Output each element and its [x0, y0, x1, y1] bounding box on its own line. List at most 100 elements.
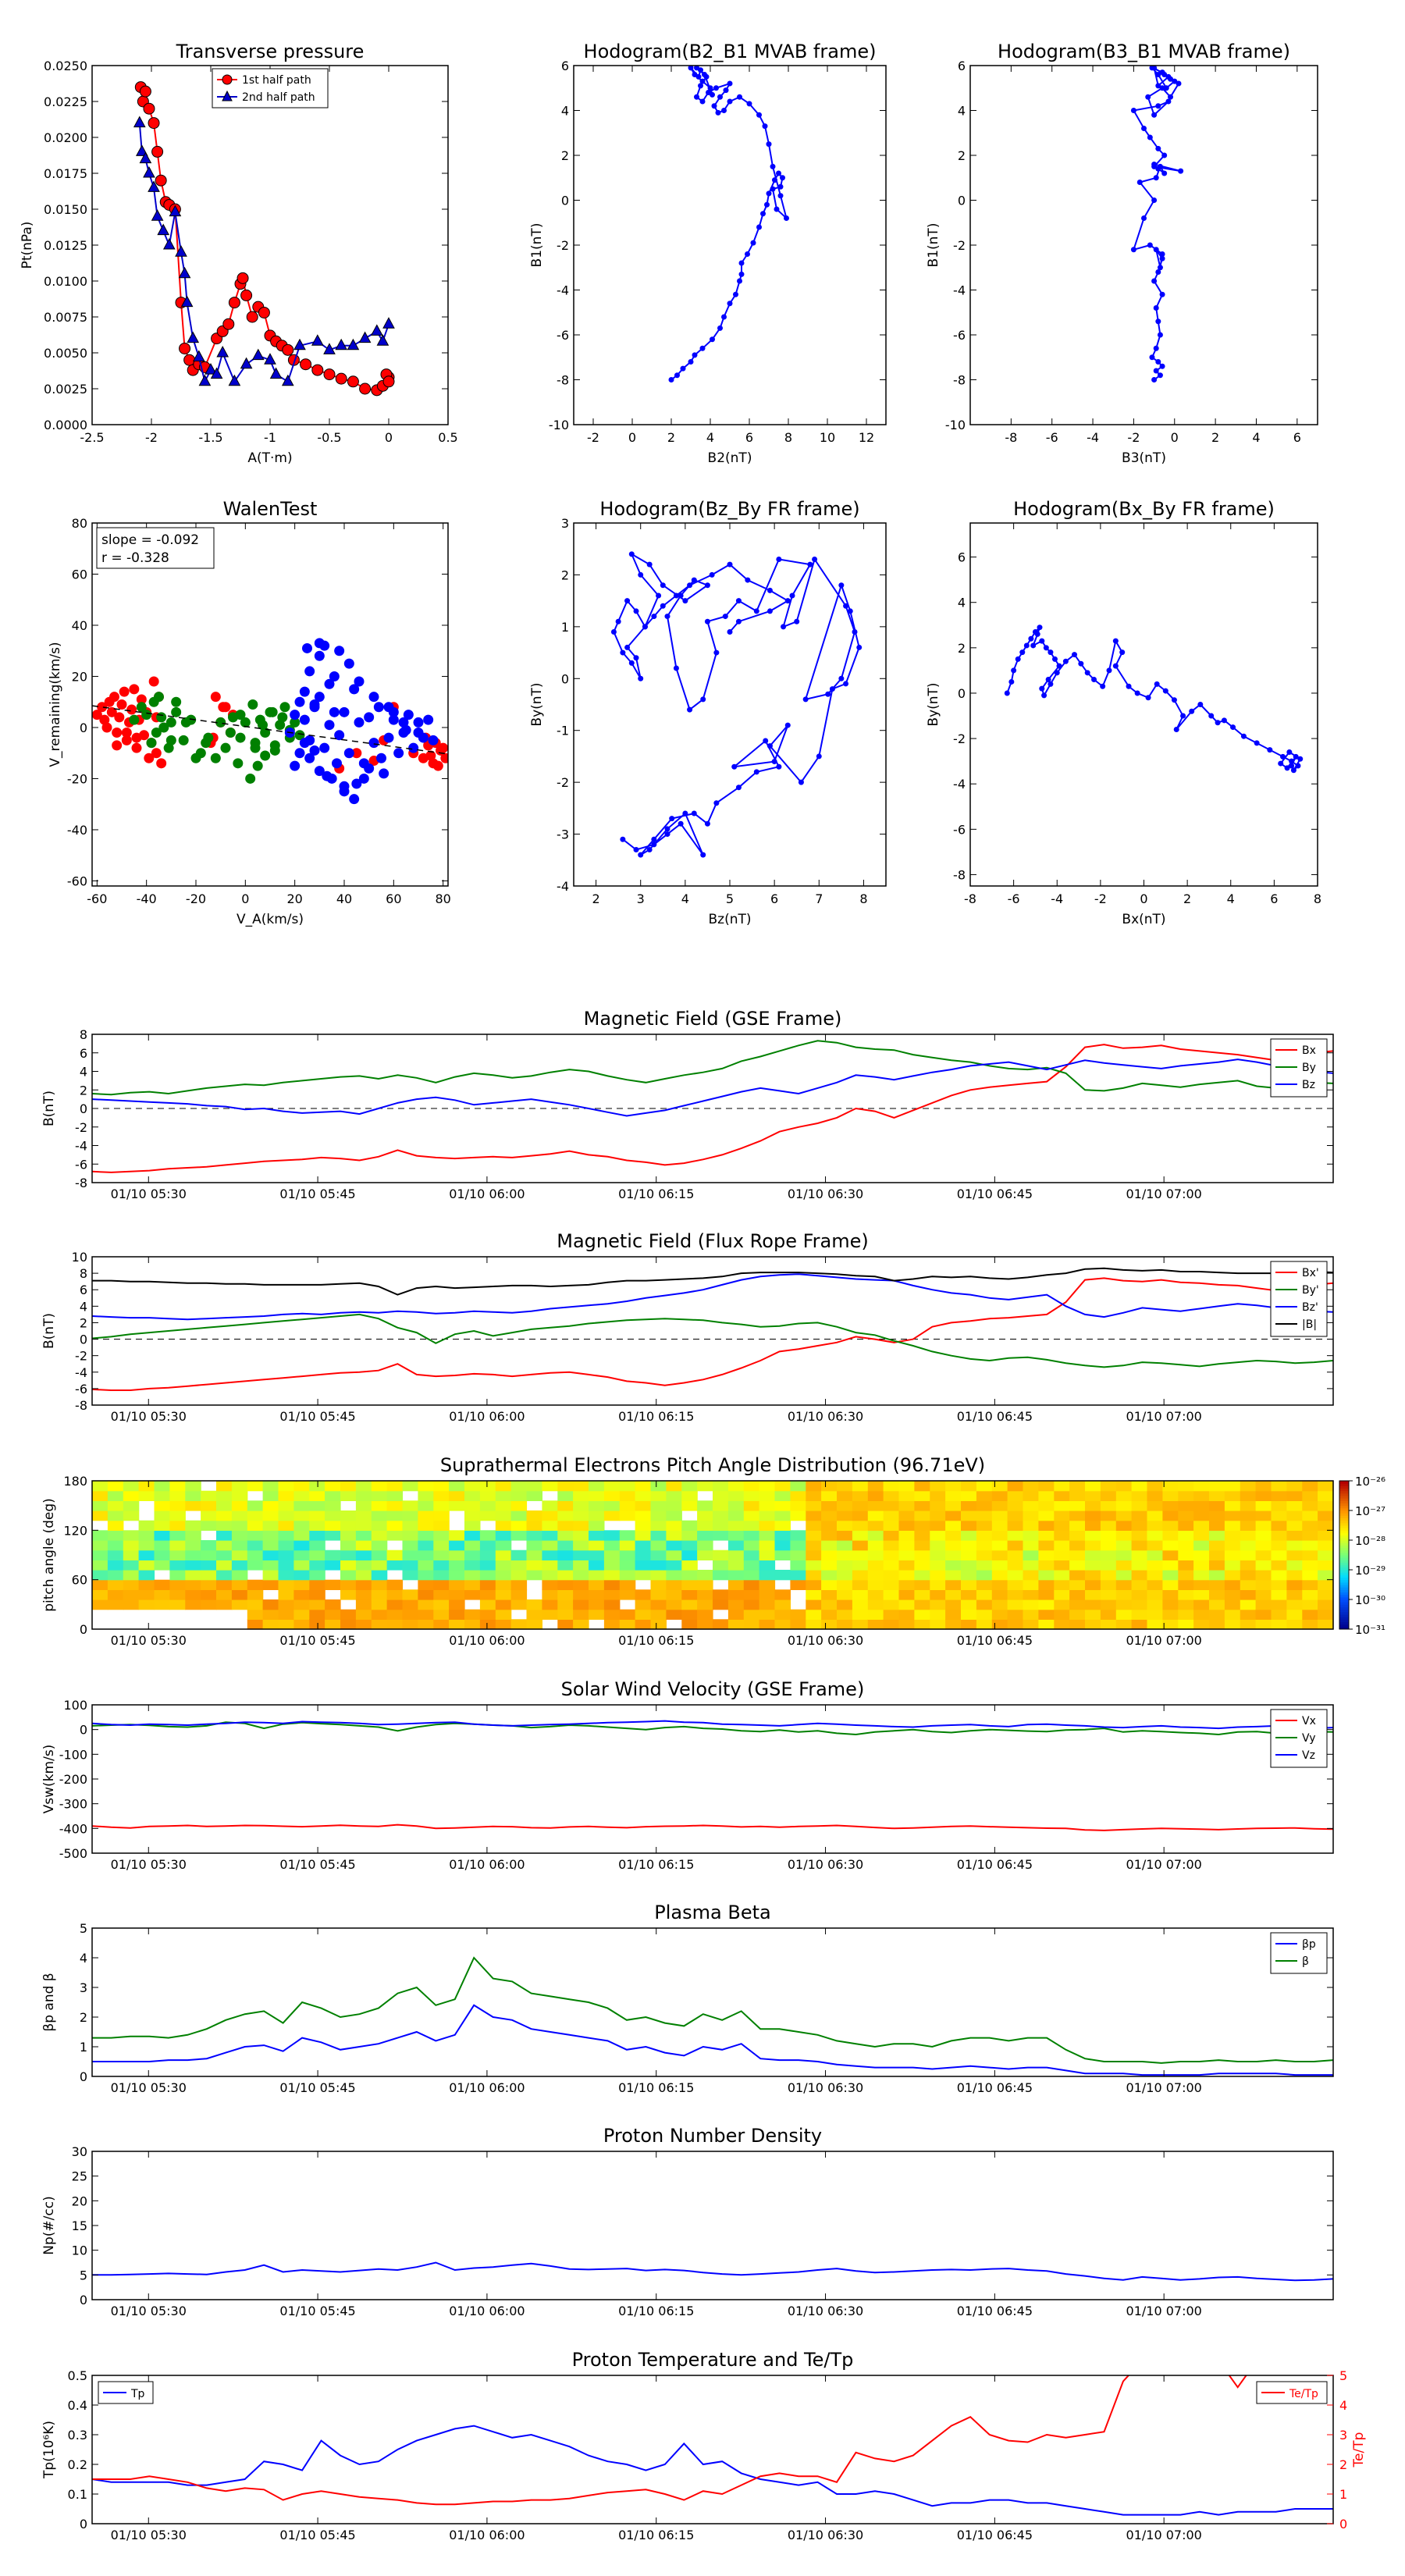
- heat-cell: [92, 1560, 108, 1571]
- data-point: [294, 748, 305, 759]
- data-point: [738, 271, 745, 277]
- heat-cell: [201, 1599, 217, 1610]
- heat-cell: [961, 1510, 977, 1521]
- heat-cell: [1069, 1520, 1086, 1531]
- data-point: [1154, 681, 1160, 687]
- heat-cell: [619, 1589, 636, 1600]
- heat-cell: [1271, 1481, 1287, 1492]
- heat-cell: [589, 1510, 605, 1521]
- heat-cell: [1240, 1579, 1257, 1590]
- data-point: [838, 582, 845, 589]
- heat-cell: [759, 1560, 776, 1571]
- heat-cell: [1023, 1589, 1039, 1600]
- heat-cell: [138, 1550, 155, 1560]
- heat-cell: [697, 1599, 713, 1610]
- heat-cell: [1085, 1579, 1101, 1590]
- heat-cell: [138, 1520, 155, 1531]
- heat-cell: [309, 1520, 325, 1531]
- heat-cell: [898, 1540, 915, 1551]
- y-tick-label: 0.3: [68, 2428, 87, 2443]
- data-point: [133, 116, 146, 128]
- heat-cell: [1131, 1599, 1148, 1610]
- y-axis-label: V_remaining(km/s): [48, 642, 63, 767]
- heat-cell: [930, 1500, 946, 1511]
- heat-cell: [1209, 1490, 1225, 1501]
- data-point: [699, 78, 706, 84]
- data-point: [171, 696, 182, 707]
- heat-cell: [1255, 1609, 1272, 1620]
- colorbar-tick-label: 10⁻²⁹: [1355, 1564, 1385, 1578]
- heat-cell: [355, 1510, 372, 1521]
- heat-cell: [790, 1500, 806, 1511]
- x-tick-label: 0: [1140, 891, 1147, 906]
- heat-cell: [1224, 1550, 1241, 1560]
- data-point: [1147, 242, 1153, 248]
- heat-cell: [479, 1530, 496, 1541]
- heat-cell: [495, 1500, 512, 1511]
- data-point: [1155, 269, 1161, 275]
- data-point: [309, 745, 320, 756]
- heat-cell: [169, 1481, 186, 1492]
- heat-cell: [185, 1520, 201, 1531]
- heat-cell: [1224, 1510, 1241, 1521]
- data-point: [1134, 690, 1140, 696]
- heat-cell: [1193, 1520, 1210, 1531]
- heat-cell: [867, 1619, 884, 1630]
- heat-cell: [743, 1579, 760, 1590]
- data-point: [180, 717, 191, 728]
- data-point: [723, 87, 729, 94]
- data-point: [314, 766, 325, 777]
- colorbar-step: [1339, 1592, 1349, 1596]
- data-point: [1157, 265, 1163, 271]
- heat-cell: [495, 1589, 512, 1600]
- data-point: [1043, 645, 1049, 651]
- x-tick-label: 01/10 06:15: [618, 2528, 694, 2542]
- y2-tick-label: 4: [1339, 2398, 1347, 2413]
- heat-cell: [138, 1540, 155, 1551]
- heat-cell: [650, 1619, 667, 1630]
- heat-cell: [201, 1550, 217, 1560]
- heat-cell: [914, 1609, 930, 1620]
- heat-cell: [1224, 1609, 1241, 1620]
- data-point: [1151, 278, 1158, 284]
- heat-cell: [991, 1599, 1008, 1610]
- heat-cell: [806, 1619, 822, 1630]
- y-tick-label: 6: [80, 1283, 87, 1297]
- colorbar-step: [1339, 1532, 1349, 1536]
- data-point: [1165, 98, 1172, 105]
- heat-cell: [542, 1481, 558, 1492]
- heat-cell: [557, 1609, 574, 1620]
- heat-cell: [697, 1520, 713, 1531]
- heat-cell: [340, 1609, 357, 1620]
- heat-cell: [790, 1609, 806, 1620]
- plot-area: [668, 66, 789, 382]
- heat-cell: [247, 1510, 264, 1521]
- y-tick-label: 120: [63, 1523, 87, 1538]
- heat-cell: [526, 1530, 542, 1541]
- heat-cell: [573, 1540, 589, 1551]
- y-tick-label: 2: [80, 1315, 87, 1330]
- heat-cell: [806, 1540, 822, 1551]
- colorbar-step: [1339, 1485, 1349, 1489]
- data-point: [339, 781, 350, 792]
- heat-cell: [727, 1530, 745, 1541]
- heat-cell: [340, 1520, 357, 1531]
- heat-cell: [1193, 1550, 1210, 1560]
- y-tick-label: 60: [72, 1573, 87, 1588]
- y-tick-label: -6: [75, 1382, 87, 1397]
- heat-cell: [1069, 1619, 1086, 1630]
- heat-cell: [867, 1540, 884, 1551]
- heat-cell: [1131, 1609, 1148, 1620]
- data-point: [180, 295, 194, 308]
- heat-cell: [293, 1560, 310, 1571]
- data-point: [131, 732, 142, 743]
- heat-cell: [806, 1599, 822, 1610]
- y-tick-label: 0: [80, 720, 87, 735]
- colorbar-tick-label: 10⁻²⁸: [1355, 1534, 1385, 1548]
- data-point: [745, 251, 750, 257]
- colorbar-tick-label: 10⁻²⁶: [1355, 1475, 1385, 1489]
- heat-cell: [557, 1619, 574, 1630]
- heat-cell: [231, 1510, 248, 1521]
- data-point: [114, 712, 125, 723]
- heat-cell: [650, 1520, 667, 1531]
